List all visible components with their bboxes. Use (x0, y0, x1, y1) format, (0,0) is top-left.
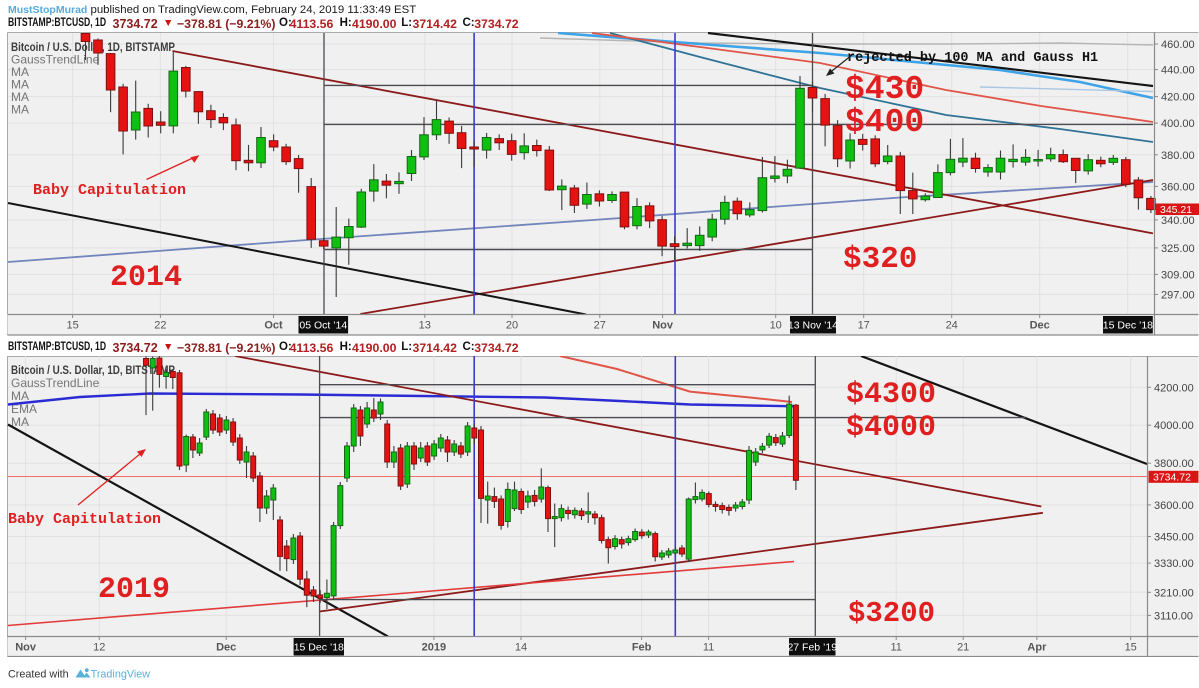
svg-text:MA: MA (11, 415, 29, 429)
svg-text:$4000: $4000 (846, 411, 936, 445)
svg-text:$400: $400 (845, 104, 924, 141)
svg-text:14: 14 (515, 642, 527, 654)
svg-text:4200.00: 4200.00 (1154, 382, 1194, 394)
svg-text:MA: MA (11, 389, 29, 403)
svg-text:12: 12 (93, 642, 105, 654)
svg-text:Baby Capitulation: Baby Capitulation (33, 182, 186, 199)
svg-text:MA: MA (11, 65, 29, 79)
svg-text:3110.00: 3110.00 (1154, 610, 1193, 622)
svg-text:$4300: $4300 (846, 378, 936, 412)
svg-text:420.00: 420.00 (1161, 92, 1195, 104)
svg-text:Bitcoin / U.S. Dollar, 1D, BIT: Bitcoin / U.S. Dollar, 1D, BITSTAMP (11, 40, 175, 54)
svg-text:297.00: 297.00 (1161, 289, 1195, 301)
svg-text:$320: $320 (843, 242, 917, 277)
svg-text:3734.72: 3734.72 (1153, 472, 1191, 484)
svg-text:440.00: 440.00 (1161, 65, 1195, 77)
svg-text:3800.00: 3800.00 (1154, 458, 1194, 470)
svg-text:Apr: Apr (1027, 642, 1047, 654)
svg-text:rejected by 100 MA and Gauss H: rejected by 100 MA and Gauss H1 (847, 51, 1098, 66)
svg-text:4000.00: 4000.00 (1154, 420, 1194, 432)
svg-text:325.00: 325.00 (1161, 243, 1195, 255)
svg-text:Bitcoin / U.S. Dollar, 1D, BIT: Bitcoin / U.S. Dollar, 1D, BITSTAMP (11, 363, 175, 377)
svg-text:15: 15 (66, 320, 78, 332)
svg-text:309.00: 309.00 (1161, 269, 1195, 281)
svg-text:05 Oct ’14: 05 Oct ’14 (299, 320, 347, 332)
svg-text:15 Dec ’18: 15 Dec ’18 (1103, 320, 1153, 332)
svg-text:2019: 2019 (98, 573, 170, 607)
svg-text:24: 24 (946, 320, 958, 332)
svg-text:3210.00: 3210.00 (1154, 587, 1194, 599)
svg-text:GaussTrendLine: GaussTrendLine (11, 53, 100, 67)
svg-text:Dec: Dec (1030, 320, 1050, 332)
svg-text:2014: 2014 (110, 261, 182, 295)
svg-text:11: 11 (890, 642, 901, 654)
svg-text:GaussTrendLine: GaussTrendLine (11, 376, 100, 390)
svg-text:MA: MA (11, 78, 29, 92)
svg-text:Nov: Nov (15, 642, 37, 654)
svg-text:17: 17 (858, 320, 870, 332)
svg-text:15 Dec ’18: 15 Dec ’18 (294, 642, 344, 654)
svg-text:27 Feb ’19: 27 Feb ’19 (787, 642, 837, 654)
svg-text:MA: MA (11, 90, 29, 104)
svg-text:15: 15 (1125, 642, 1137, 654)
svg-text:MA: MA (11, 103, 29, 117)
svg-text:3600.00: 3600.00 (1154, 500, 1194, 512)
svg-text:3450.00: 3450.00 (1154, 532, 1194, 544)
svg-text:3330.00: 3330.00 (1154, 558, 1194, 570)
svg-text:11: 11 (703, 642, 714, 654)
svg-text:460.00: 460.00 (1161, 39, 1195, 51)
svg-text:10: 10 (770, 320, 782, 332)
svg-text:Dec: Dec (216, 642, 236, 654)
svg-text:Nov: Nov (652, 320, 674, 332)
svg-text:$3200: $3200 (848, 597, 935, 630)
svg-text:380.00: 380.00 (1161, 150, 1195, 162)
svg-text:345.21: 345.21 (1160, 204, 1192, 216)
svg-text:2019: 2019 (422, 642, 446, 654)
svg-text:27: 27 (594, 320, 606, 332)
svg-text:21: 21 (957, 642, 969, 654)
svg-text:340.00: 340.00 (1161, 215, 1195, 227)
svg-text:400.00: 400.00 (1161, 118, 1195, 130)
svg-text:Oct: Oct (264, 320, 283, 332)
svg-text:EMA: EMA (11, 402, 37, 416)
svg-text:$430: $430 (845, 71, 924, 108)
svg-text:13: 13 (419, 320, 431, 332)
svg-text:20: 20 (506, 320, 518, 332)
svg-text:22: 22 (154, 320, 166, 332)
svg-text:Baby Capitulation: Baby Capitulation (8, 511, 161, 528)
svg-text:13 Nov ’14: 13 Nov ’14 (788, 320, 838, 332)
svg-text:Feb: Feb (632, 642, 652, 654)
svg-text:360.00: 360.00 (1161, 181, 1195, 193)
